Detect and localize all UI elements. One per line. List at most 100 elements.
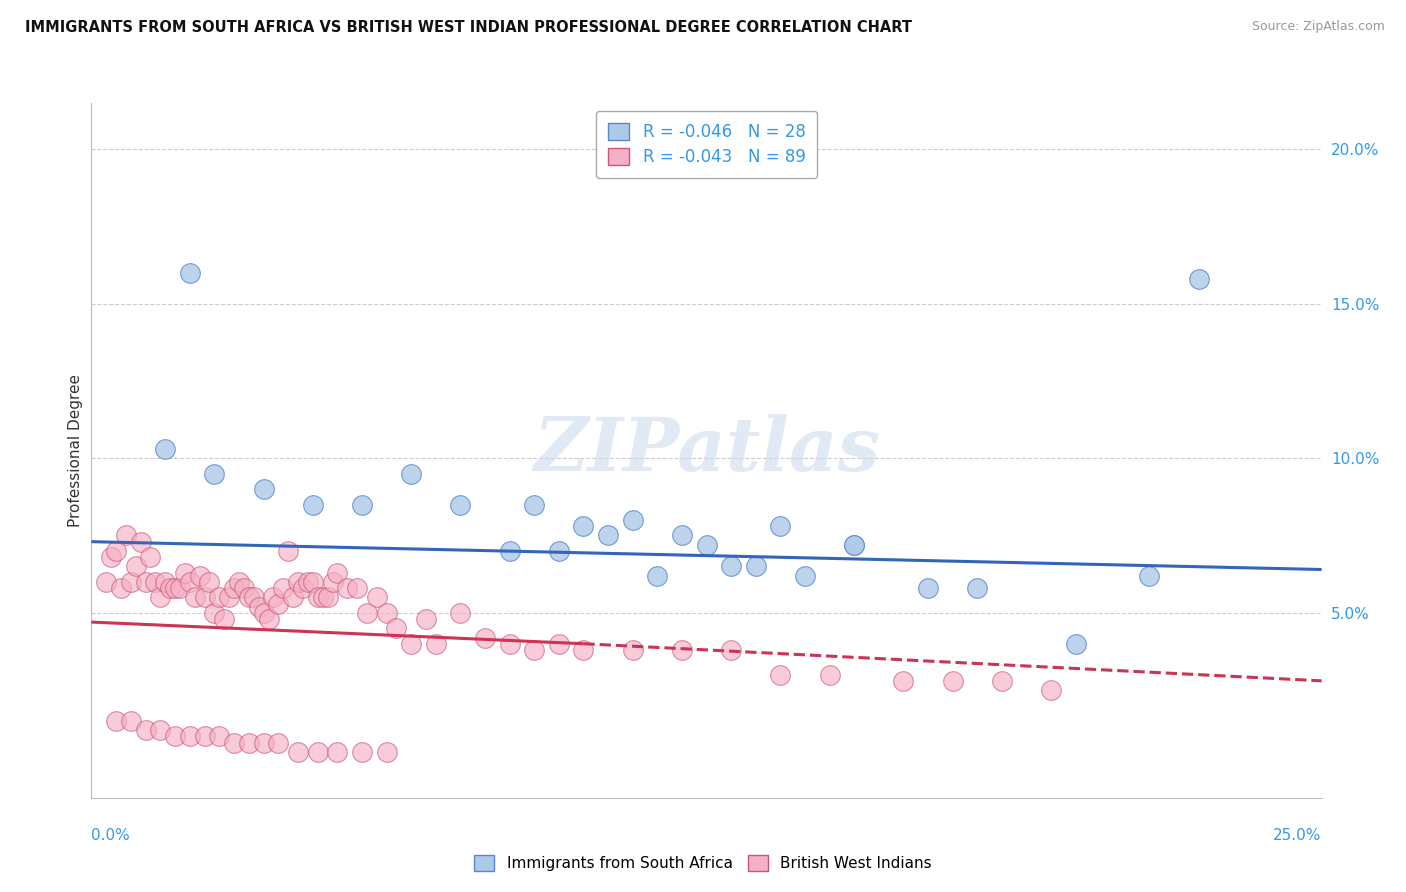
Point — [183, 591, 207, 605]
Point — [1139, 568, 1161, 582]
Point — [222, 581, 246, 595]
Point — [208, 730, 231, 744]
Point — [222, 736, 246, 750]
Point — [415, 612, 437, 626]
Point — [311, 591, 335, 605]
Point — [193, 591, 217, 605]
Point — [346, 581, 368, 595]
Point — [842, 538, 865, 552]
Point — [307, 745, 329, 759]
Point — [966, 581, 988, 595]
Point — [449, 606, 471, 620]
Point — [301, 574, 323, 589]
Text: 0.0%: 0.0% — [91, 828, 131, 843]
Point — [193, 730, 217, 744]
Point — [352, 745, 374, 759]
Text: ZIPatlas: ZIPatlas — [533, 414, 880, 487]
Point — [769, 519, 792, 533]
Point — [695, 538, 717, 552]
Point — [153, 442, 177, 456]
Point — [277, 544, 299, 558]
Point — [96, 574, 117, 589]
Point — [253, 736, 276, 750]
Point — [917, 581, 939, 595]
Point — [100, 550, 122, 565]
Point — [1187, 272, 1209, 286]
Point — [281, 591, 304, 605]
Point — [257, 612, 280, 626]
Point — [135, 574, 156, 589]
Point — [547, 544, 569, 558]
Point — [498, 544, 520, 558]
Legend: R = -0.046   N = 28, R = -0.043   N = 89: R = -0.046 N = 28, R = -0.043 N = 89 — [596, 111, 817, 178]
Point — [1039, 683, 1063, 698]
Point — [163, 730, 186, 744]
Point — [769, 667, 792, 681]
Point — [1064, 637, 1087, 651]
Point — [179, 266, 201, 280]
Point — [135, 723, 156, 738]
Point — [145, 574, 166, 589]
Point — [228, 574, 250, 589]
Point — [385, 621, 408, 635]
Point — [399, 637, 422, 651]
Point — [105, 714, 127, 728]
Point — [271, 581, 295, 595]
Point — [326, 745, 349, 759]
Point — [621, 643, 644, 657]
Point — [720, 559, 742, 574]
Point — [267, 736, 290, 750]
Point — [253, 482, 276, 496]
Point — [149, 591, 172, 605]
Point — [326, 566, 349, 580]
Point — [218, 591, 240, 605]
Point — [120, 574, 142, 589]
Point — [174, 566, 197, 580]
Point — [208, 591, 231, 605]
Point — [238, 591, 260, 605]
Point — [366, 591, 388, 605]
Point — [169, 581, 191, 595]
Point — [720, 643, 742, 657]
Point — [159, 581, 181, 595]
Point — [120, 714, 142, 728]
Point — [671, 643, 693, 657]
Point — [352, 498, 374, 512]
Point — [375, 745, 398, 759]
Point — [153, 574, 177, 589]
Text: Source: ZipAtlas.com: Source: ZipAtlas.com — [1251, 20, 1385, 33]
Y-axis label: Professional Degree: Professional Degree — [67, 374, 83, 527]
Point — [202, 606, 225, 620]
Point — [745, 559, 768, 574]
Point — [287, 745, 309, 759]
Point — [498, 637, 520, 651]
Point — [202, 467, 225, 481]
Point — [316, 591, 339, 605]
Point — [242, 591, 264, 605]
Point — [110, 581, 132, 595]
Point — [572, 643, 595, 657]
Point — [842, 538, 865, 552]
Point — [212, 612, 235, 626]
Point — [129, 534, 152, 549]
Point — [188, 568, 211, 582]
Point — [336, 581, 359, 595]
Point — [163, 581, 186, 595]
Point — [645, 568, 669, 582]
Point — [596, 528, 619, 542]
Point — [179, 574, 201, 589]
Point — [262, 591, 284, 605]
Point — [307, 591, 329, 605]
Point — [523, 643, 546, 657]
Point — [425, 637, 447, 651]
Point — [671, 528, 693, 542]
Point — [321, 574, 343, 589]
Point — [572, 519, 595, 533]
Point — [291, 581, 314, 595]
Point — [232, 581, 256, 595]
Point — [105, 544, 127, 558]
Point — [941, 673, 963, 688]
Point — [793, 568, 815, 582]
Legend: Immigrants from South Africa, British West Indians: Immigrants from South Africa, British We… — [468, 849, 938, 877]
Point — [238, 736, 260, 750]
